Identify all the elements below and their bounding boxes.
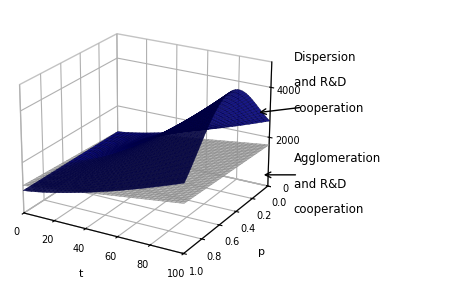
Text: Dispersion: Dispersion [294, 51, 356, 64]
Text: cooperation: cooperation [294, 102, 364, 114]
Y-axis label: p: p [258, 247, 265, 257]
Text: and R&D: and R&D [294, 76, 346, 89]
Text: cooperation: cooperation [294, 203, 364, 216]
Text: and R&D: and R&D [294, 178, 346, 191]
X-axis label: t: t [79, 269, 83, 279]
Text: Agglomeration: Agglomeration [294, 152, 381, 165]
